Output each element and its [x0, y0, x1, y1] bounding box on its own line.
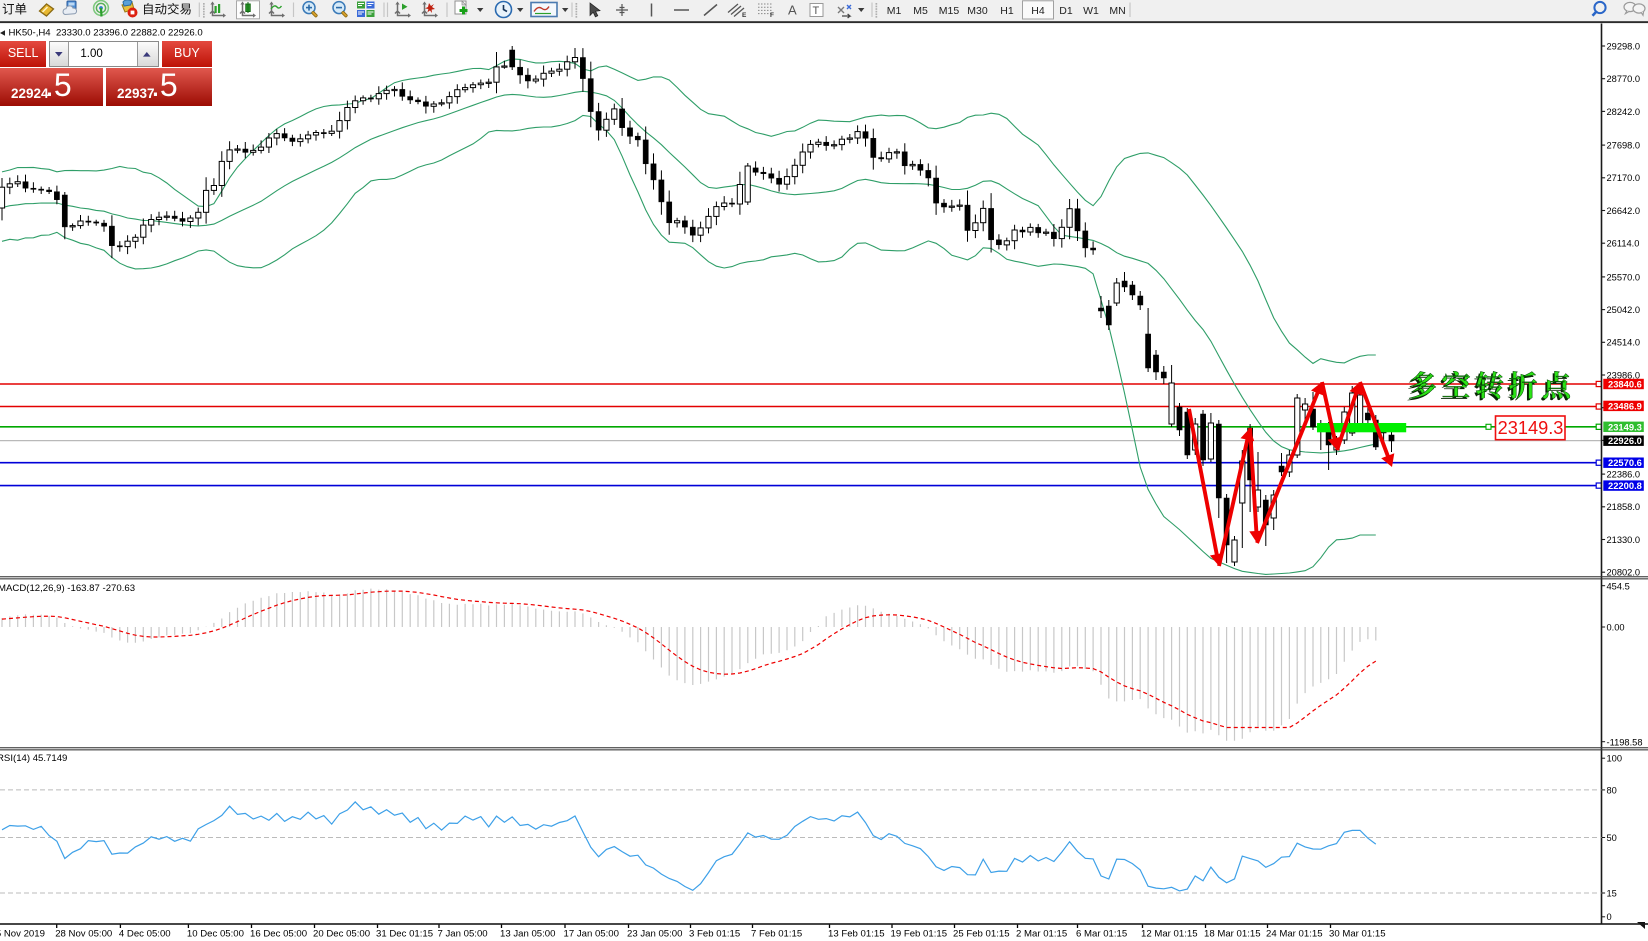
svg-text:H4: H4 [1031, 5, 1045, 17]
svg-text:10 Dec 05:00: 10 Dec 05:00 [187, 929, 244, 940]
svg-text:M30: M30 [967, 5, 988, 17]
svg-text:M5: M5 [913, 5, 928, 17]
svg-text:27698.0: 27698.0 [1607, 141, 1641, 151]
svg-text:23986.0: 23986.0 [1607, 370, 1641, 380]
svg-text:18 Mar 01:15: 18 Mar 01:15 [1204, 929, 1261, 940]
svg-text:25 Nov 2019: 25 Nov 2019 [0, 929, 45, 940]
svg-text:26642.0: 26642.0 [1607, 206, 1641, 216]
svg-text:28242.0: 28242.0 [1607, 107, 1641, 117]
svg-text:100: 100 [1607, 754, 1623, 764]
svg-text:25 Feb 01:15: 25 Feb 01:15 [953, 929, 1010, 940]
svg-text:50: 50 [1607, 833, 1617, 843]
svg-text:25570.0: 25570.0 [1607, 272, 1641, 282]
svg-text:20802.0: 20802.0 [1607, 568, 1641, 578]
svg-text:6 Mar 01:15: 6 Mar 01:15 [1076, 929, 1127, 940]
svg-text:13 Jan 05:00: 13 Jan 05:00 [500, 929, 555, 940]
svg-text:22200.8: 22200.8 [1608, 480, 1642, 491]
svg-text:3 Feb 01:15: 3 Feb 01:15 [689, 929, 740, 940]
svg-text:D1: D1 [1059, 5, 1073, 17]
svg-text:A: A [788, 3, 797, 18]
svg-text:13 Feb 01:15: 13 Feb 01:15 [828, 929, 885, 940]
svg-text:28770.0: 28770.0 [1607, 74, 1641, 84]
svg-text:H1: H1 [1000, 5, 1014, 17]
svg-text:F: F [770, 12, 774, 19]
svg-text:21330.0: 21330.0 [1607, 535, 1641, 545]
svg-text:23840.6: 23840.6 [1608, 379, 1642, 390]
svg-text:17 Jan 05:00: 17 Jan 05:00 [564, 929, 619, 940]
svg-text:16 Dec 05:00: 16 Dec 05:00 [250, 929, 307, 940]
svg-text:T: T [813, 5, 820, 17]
svg-text:0: 0 [1607, 912, 1612, 922]
svg-text:454.5: 454.5 [1607, 581, 1630, 591]
svg-text:23 Jan 05:00: 23 Jan 05:00 [627, 929, 682, 940]
svg-text:RSI(14) 45.7149: RSI(14) 45.7149 [0, 753, 67, 764]
svg-text:28 Nov 05:00: 28 Nov 05:00 [55, 929, 112, 940]
svg-text:19 Feb 01:15: 19 Feb 01:15 [891, 929, 948, 940]
svg-text:27170.0: 27170.0 [1607, 173, 1641, 183]
svg-text:20 Dec 05:00: 20 Dec 05:00 [313, 929, 370, 940]
svg-text:29298.0: 29298.0 [1607, 41, 1641, 51]
svg-text:7 Feb 01:15: 7 Feb 01:15 [751, 929, 802, 940]
svg-text:22386.0: 22386.0 [1607, 470, 1641, 480]
svg-text:W1: W1 [1083, 5, 1099, 17]
svg-text:15: 15 [1607, 888, 1617, 898]
svg-text:2 Mar 01:15: 2 Mar 01:15 [1016, 929, 1067, 940]
svg-text:HK50-,H4 23330.0 23396.0 2288: HK50-,H4 23330.0 23396.0 22882.0 22926.0 [9, 28, 203, 39]
svg-text:24514.0: 24514.0 [1607, 338, 1641, 348]
svg-text:22570.6: 22570.6 [1608, 457, 1642, 468]
svg-text:7 Jan 05:00: 7 Jan 05:00 [438, 929, 488, 940]
svg-text:24 Mar 01:15: 24 Mar 01:15 [1266, 929, 1323, 940]
svg-text:4 Dec 05:00: 4 Dec 05:00 [119, 929, 171, 940]
svg-text:23486.9: 23486.9 [1608, 400, 1642, 411]
svg-text:M15: M15 [939, 5, 960, 17]
svg-text:E: E [742, 12, 747, 19]
svg-text:31 Dec 01:15: 31 Dec 01:15 [376, 929, 433, 940]
svg-text:-1198.58: -1198.58 [1607, 737, 1643, 747]
svg-text:25042.0: 25042.0 [1607, 305, 1641, 315]
svg-text:80: 80 [1607, 785, 1617, 795]
svg-text:30 Mar 01:15: 30 Mar 01:15 [1329, 929, 1386, 940]
svg-text:21858.0: 21858.0 [1607, 502, 1641, 512]
svg-text:26114.0: 26114.0 [1607, 239, 1640, 249]
svg-text:MN: MN [1109, 5, 1125, 17]
svg-text:M1: M1 [887, 5, 902, 17]
svg-text:23149.3: 23149.3 [1608, 421, 1642, 432]
svg-text:0.00: 0.00 [1607, 622, 1625, 632]
svg-text:23149.3: 23149.3 [1498, 418, 1564, 438]
svg-text:12 Mar 01:15: 12 Mar 01:15 [1141, 929, 1198, 940]
svg-text:22926.0: 22926.0 [1608, 435, 1642, 446]
svg-text:MACD(12,26,9) -163.87 -270.63: MACD(12,26,9) -163.87 -270.63 [0, 583, 135, 594]
